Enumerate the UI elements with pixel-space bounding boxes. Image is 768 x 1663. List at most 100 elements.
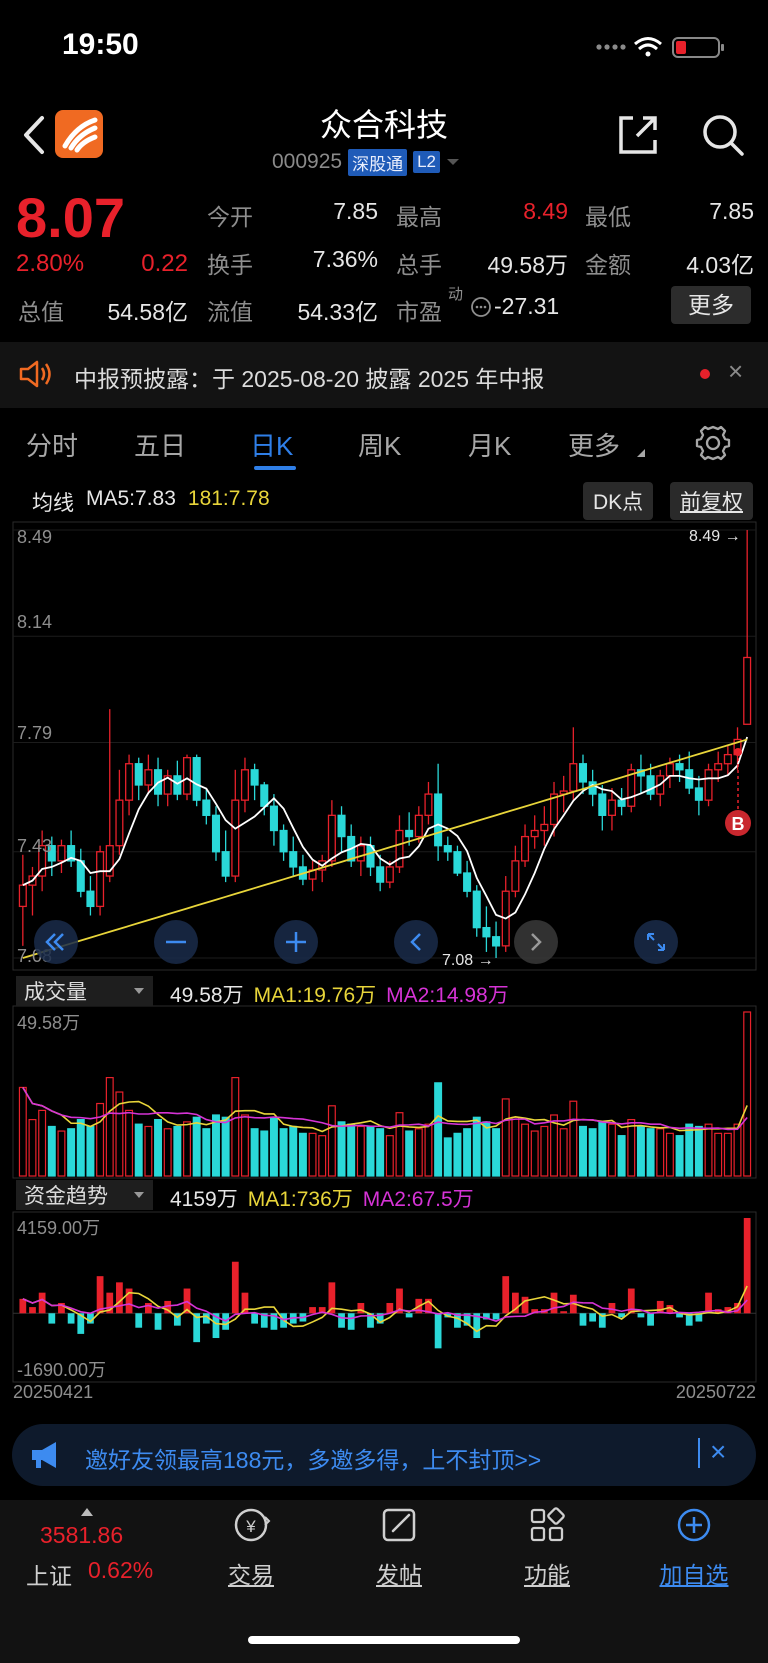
candle-63	[627, 763, 636, 813]
tab-more[interactable]: 更多	[568, 431, 621, 461]
volume-bar-24	[250, 1128, 259, 1177]
volume-bar-48	[482, 1121, 491, 1177]
tab-monthly-k[interactable]: 月K	[468, 431, 512, 461]
candle-49	[492, 921, 501, 958]
candle-29	[298, 854, 307, 886]
notice-text[interactable]: 中报预披露：于 2025-08-20 披露 2025 年中报	[74, 366, 545, 392]
volume-bar-59	[588, 1128, 597, 1177]
double-chevron-left-icon	[45, 933, 64, 951]
candle-37	[376, 854, 385, 892]
notice-bar[interactable]	[0, 342, 768, 408]
adjust-button[interactable]: 前复权	[670, 482, 753, 520]
tab-weekly-k[interactable]: 周K	[358, 431, 402, 461]
zoom-out-button[interactable]	[154, 920, 198, 964]
app-logo[interactable]	[55, 110, 103, 158]
fund-bar-16	[173, 1313, 181, 1326]
nav-post[interactable]: 发帖	[339, 1505, 459, 1590]
gear-icon[interactable]	[694, 424, 732, 462]
candle-40	[405, 812, 414, 846]
fund-bar-39	[396, 1288, 403, 1314]
ma181-value: 181:7.78	[187, 487, 270, 510]
volume-bar-74	[733, 1123, 742, 1177]
grid-icon	[530, 1507, 565, 1542]
volume-bar-49	[492, 1128, 501, 1177]
expand-icon	[647, 933, 665, 951]
candle-30	[308, 860, 317, 892]
fund-bar-66	[656, 1300, 664, 1314]
volume-bar-56	[559, 1128, 568, 1177]
notice-close-icon[interactable]: ×	[728, 356, 744, 386]
volume-bar-8	[96, 1102, 105, 1177]
volume-ma2: MA2:14.98万	[386, 984, 509, 1007]
fund-bar-45	[454, 1313, 461, 1328]
candle-53	[530, 815, 539, 849]
buy-signal-dot	[734, 748, 742, 756]
candle-24	[250, 763, 259, 801]
more-button[interactable]: 更多	[671, 286, 751, 324]
volume-indicator-select[interactable]: 成交量	[16, 976, 153, 1006]
volume-bar-54	[540, 1125, 549, 1177]
fund-bar-6	[77, 1313, 85, 1334]
buy-signal-text: B	[732, 814, 745, 834]
stock-name: 众合科技	[319, 107, 448, 143]
candle-46	[463, 860, 472, 898]
candle-59	[588, 769, 597, 807]
share-icon[interactable]	[615, 112, 661, 158]
candle-71	[704, 763, 713, 807]
volume-bar-37	[376, 1128, 385, 1177]
connect-tag: 深股通	[348, 148, 408, 176]
up-triangle-icon	[81, 1508, 93, 1516]
fund-indicator-select[interactable]: 资金趋势	[16, 1180, 153, 1210]
back-arrow-icon[interactable]	[14, 110, 54, 160]
fund-bar-36	[367, 1313, 374, 1328]
fund-ma1: MA1:736万	[247, 1188, 353, 1211]
candle-11	[125, 754, 134, 816]
high-label: 最高	[396, 204, 442, 230]
candle-22	[231, 769, 240, 883]
banner-close-icon[interactable]: ×	[710, 1436, 727, 1467]
stock-subtitle[interactable]: 000925 深股通 L2	[272, 148, 460, 176]
dk-point-button[interactable]: DK点	[583, 482, 654, 520]
fullscreen-button[interactable]	[634, 920, 678, 964]
zoom-in-button[interactable]	[274, 920, 318, 964]
nav-trade[interactable]: ¥ 交易	[191, 1505, 311, 1590]
fund-bar-43	[434, 1313, 442, 1349]
scroll-left-button[interactable]	[394, 920, 438, 964]
nav-function[interactable]: 功能	[487, 1505, 607, 1590]
volume-bar-23	[240, 1114, 249, 1177]
index-value[interactable]: 3581.86	[40, 1522, 124, 1548]
volume-bar-45	[453, 1132, 462, 1177]
fund-bar-40	[405, 1313, 413, 1318]
ma-lines	[22, 736, 749, 959]
buy-signal-badge[interactable]: B	[725, 810, 751, 836]
invite-banner-text[interactable]: 邀好友领最高188元，多邀多得，上不封顶>>	[85, 1447, 542, 1473]
fund-bar-55	[550, 1292, 558, 1314]
candle-32	[327, 800, 336, 867]
kline-chart-area[interactable]: 8.49 8.14 7.79 7.43 7.08 8.49 → 7.08 → B…	[0, 520, 768, 1400]
fund-bar-32	[328, 1282, 336, 1314]
signal-dots-icon	[596, 44, 626, 50]
turnover-value: 7.36%	[312, 246, 378, 272]
candle-47	[472, 885, 481, 937]
candle-58	[578, 754, 588, 795]
volume-bar-14	[154, 1118, 163, 1177]
scroll-right-button[interactable]	[514, 920, 558, 964]
fund-bar-47	[473, 1313, 481, 1339]
pe-value: -27.31	[494, 293, 560, 319]
nav-add-watchlist[interactable]: 加自选	[634, 1505, 754, 1590]
volume-current: 49.58万	[170, 984, 244, 1007]
ma5-line	[22, 736, 749, 920]
tab-intraday[interactable]: 分时	[26, 431, 79, 461]
info-icon[interactable]	[470, 296, 492, 318]
index-name[interactable]: 上证	[26, 1563, 72, 1589]
scroll-left-fast-button[interactable]	[34, 920, 78, 964]
candle-60	[598, 784, 607, 831]
search-icon[interactable]	[700, 112, 746, 158]
index-pct[interactable]: 0.62%	[88, 1557, 154, 1583]
invite-banner[interactable]	[12, 1424, 756, 1486]
candle-33	[337, 806, 346, 852]
tab-five-day[interactable]: 五日	[134, 431, 187, 461]
tab-daily-k[interactable]: 日K	[250, 431, 294, 461]
fund-bar-4	[58, 1302, 65, 1314]
y-label-1: 8.14	[17, 612, 52, 632]
